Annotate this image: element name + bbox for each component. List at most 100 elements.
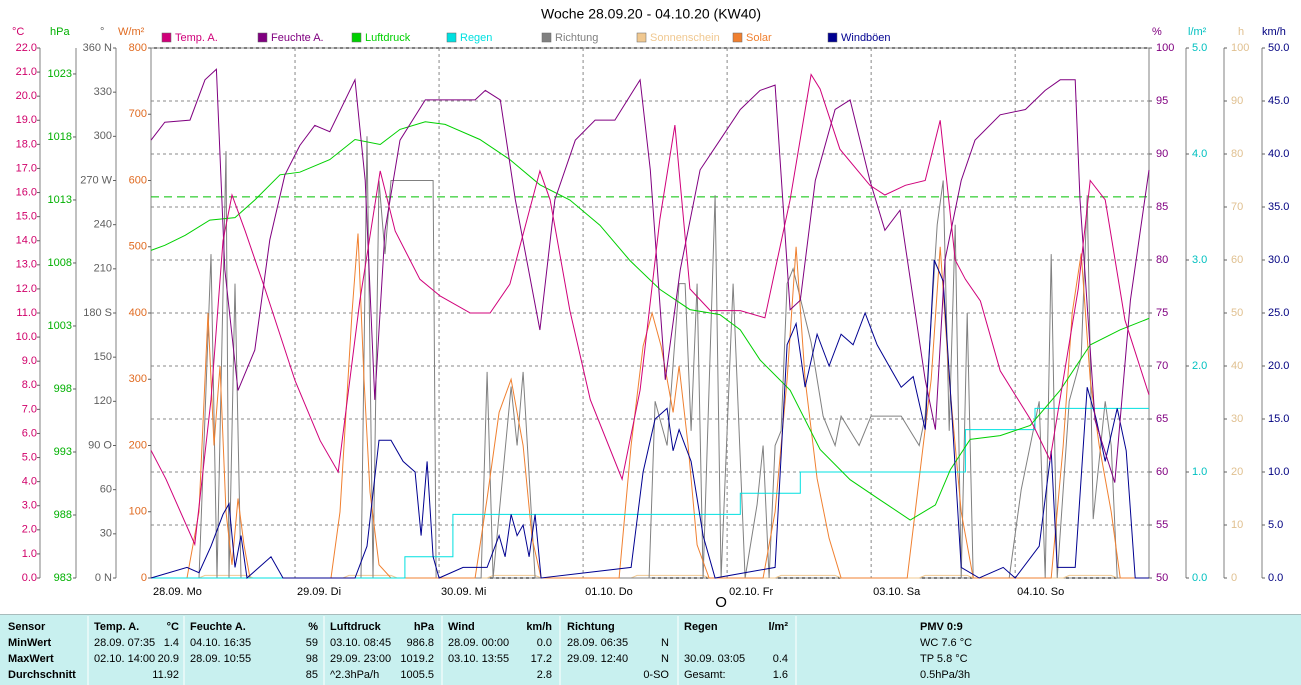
y-tick-label: 30 <box>100 528 112 540</box>
y-tick-label: 85 <box>1156 201 1168 213</box>
y-tick-label: 70 <box>1231 201 1243 213</box>
y-tick-label: 993 <box>54 446 72 458</box>
y-tick-label: 4.0 <box>22 476 37 488</box>
y-tick-label: 2.0 <box>1192 360 1207 372</box>
table-cell: 03.10. 08:45 <box>330 637 391 649</box>
legend-label: Feuchte A. <box>271 32 324 44</box>
axis-unit: km/h <box>1262 26 1286 38</box>
table-cell: 29.09. 23:00 <box>330 653 391 665</box>
table-cell: N <box>661 637 669 649</box>
table-header: km/h <box>526 621 552 633</box>
y-tick-label: 100 <box>1231 42 1249 54</box>
y-tick-label: 50.0 <box>1268 42 1289 54</box>
y-tick-label: 19.0 <box>16 114 37 126</box>
series-line <box>151 233 1149 579</box>
y-tick-label: 25.0 <box>1268 307 1289 319</box>
series-line <box>150 121 1150 521</box>
y-tick-label: 4.0 <box>1192 148 1207 160</box>
table-cell: 11.92 <box>152 669 179 681</box>
table-header: Sensor <box>8 621 46 633</box>
row-label: MaxWert <box>8 653 54 665</box>
table-cell: 59 <box>306 637 318 649</box>
y-tick-label: 1023 <box>48 68 72 80</box>
table-cell: 1.4 <box>164 637 179 649</box>
axis-unit: W/m² <box>118 26 145 38</box>
y-tick-label: 60 <box>100 484 112 496</box>
y-tick-label: 11.0 <box>16 307 37 319</box>
table-cell: 28.09. 10:55 <box>190 653 251 665</box>
axis-unit: l/m² <box>1188 26 1207 38</box>
table-cell: 1019.2 <box>400 653 434 665</box>
y-tick-label: 17.0 <box>16 162 37 174</box>
stats-table: Sensor Temp. A. °C Feuchte A.% Luftdruck hPa W… <box>0 613 1301 685</box>
y-tick-label: 983 <box>54 572 72 584</box>
y-tick-label: 7.0 <box>22 403 37 415</box>
y-tick-label: 40 <box>1231 360 1243 372</box>
y-tick-label: 360 N <box>83 42 112 54</box>
x-tick-label: 03.10. Sa <box>873 586 921 598</box>
y-tick-label: 20 <box>1231 466 1243 478</box>
table-cell: 30.09. 03:05 <box>684 653 745 665</box>
table-cell: N <box>661 653 669 665</box>
table-cell: 28.09. 07:35 <box>94 637 155 649</box>
y-tick-label: 210 <box>94 263 112 275</box>
y-tick-label: 1003 <box>48 320 72 332</box>
y-tick-label: 80 <box>1231 148 1243 160</box>
x-tick-label: 01.10. Do <box>585 586 633 598</box>
y-tick-label: 22.0 <box>16 42 37 54</box>
y-tick-label: 200 <box>129 439 147 451</box>
y-tick-label: 0.0 <box>1268 572 1283 584</box>
table-cell: TP 5.8 °C <box>920 653 968 665</box>
y-tick-label: 15.0 <box>1268 413 1289 425</box>
legend-swatch <box>827 32 838 43</box>
legend-swatch <box>351 32 362 43</box>
y-tick-label: 5.0 <box>1192 42 1207 54</box>
table-cell: 85 <box>306 669 318 681</box>
y-tick-label: 3.0 <box>1192 254 1207 266</box>
table-cell: 0.4 <box>773 653 788 665</box>
y-tick-label: 10.0 <box>1268 466 1289 478</box>
y-tick-label: 1.0 <box>1192 466 1207 478</box>
series-line <box>150 68 1150 483</box>
y-tick-label: 8.0 <box>22 379 37 391</box>
y-tick-label: 300 <box>129 373 147 385</box>
y-tick-label: 50 <box>1231 307 1243 319</box>
legend-label: Sonnenschein <box>650 32 720 44</box>
y-tick-label: 15.0 <box>16 211 37 223</box>
table-cell: Gesamt: <box>684 669 726 681</box>
y-tick-label: 120 <box>94 395 112 407</box>
table-cell: 29.09. 12:40 <box>567 653 628 665</box>
y-tick-label: 270 W <box>80 174 112 186</box>
table-header: Feuchte A. <box>190 621 246 633</box>
table-cell: 04.10. 16:35 <box>190 637 251 649</box>
y-tick-label: 80 <box>1156 254 1168 266</box>
y-tick-label: 50 <box>1156 572 1168 584</box>
table-header: Richtung <box>567 621 615 633</box>
y-tick-label: 180 S <box>83 307 112 319</box>
legend-swatch <box>446 32 457 43</box>
y-tick-label: 90 O <box>88 439 112 451</box>
y-tick-label: 14.0 <box>16 235 37 247</box>
axis-unit: ° <box>100 26 104 38</box>
y-tick-label: 20.0 <box>1268 360 1289 372</box>
y-tick-label: 30.0 <box>1268 254 1289 266</box>
x-tick-label: 29.09. Di <box>297 586 341 598</box>
y-tick-label: 400 <box>129 307 147 319</box>
y-tick-label: 35.0 <box>1268 201 1289 213</box>
y-tick-label: 65 <box>1156 413 1168 425</box>
y-tick-label: 30 <box>1231 413 1243 425</box>
axis-unit: h <box>1238 26 1244 38</box>
table-header: Wind <box>448 621 475 633</box>
x-tick-label: 02.10. Fr <box>729 586 773 598</box>
x-tick-label: 28.09. Mo <box>153 586 202 598</box>
y-tick-label: 90 <box>1231 95 1243 107</box>
y-tick-label: 70 <box>1156 360 1168 372</box>
y-tick-label: 1.0 <box>22 548 37 560</box>
table-cell: 986.8 <box>406 637 434 649</box>
table-cell: 0.0 <box>537 637 552 649</box>
y-tick-label: 6.0 <box>22 427 37 439</box>
y-tick-label: 0.0 <box>22 572 37 584</box>
y-tick-label: 240 <box>94 219 112 231</box>
y-tick-label: 60 <box>1156 466 1168 478</box>
